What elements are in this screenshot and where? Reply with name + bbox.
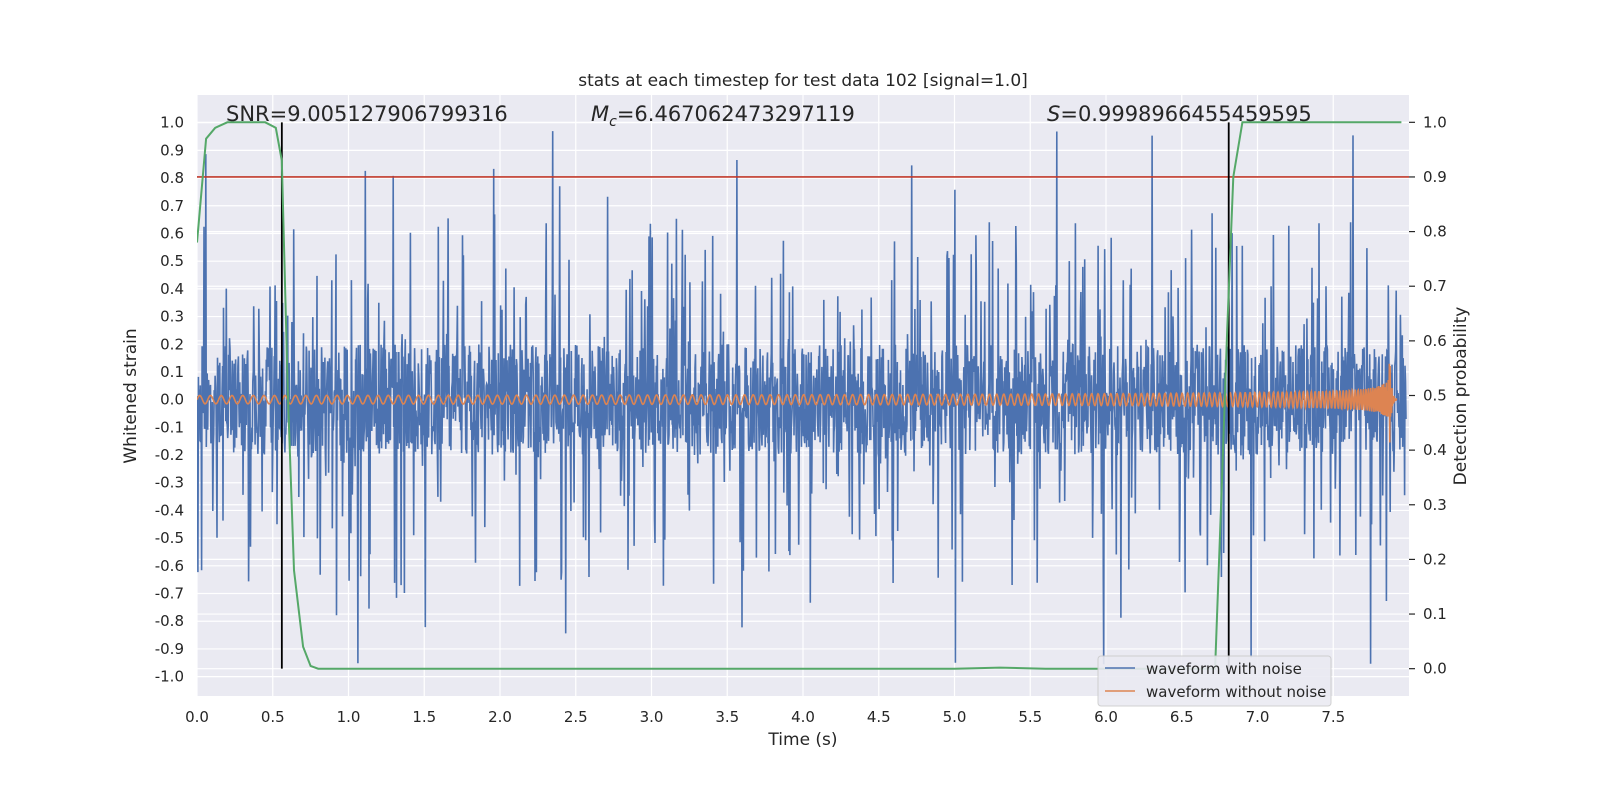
y2-tick-label: 0.8 — [1423, 223, 1447, 241]
x-tick-label: 1.0 — [337, 708, 361, 726]
legend-box — [1097, 655, 1332, 707]
x-tick-label: 2.0 — [488, 708, 512, 726]
x-tick-label: 2.5 — [564, 708, 588, 726]
mc-value: =6.467062473297119 — [617, 102, 855, 126]
x-axis-label: Time (s) — [767, 730, 837, 750]
y-tick-label: 0.0 — [160, 391, 184, 409]
x-tick-label: 7.5 — [1321, 708, 1345, 726]
y-tick-label: -0.3 — [155, 474, 184, 492]
x-tick-label: 4.5 — [867, 708, 891, 726]
chirp-series — [197, 363, 1398, 443]
x-axis-ticks: 0.0 0.5 1.0 1.5 2.0 2.5 3.0 3.5 4.0 4.5 5.0 5.5 6.0 6… — [185, 708, 1345, 726]
y-tick-label: -0.2 — [155, 446, 184, 464]
y-tick-label: -0.8 — [155, 612, 184, 630]
x-tick-label: 4.0 — [791, 708, 815, 726]
probability-series — [197, 121, 1402, 670]
y2-tick-label: 0.3 — [1423, 496, 1447, 514]
x-tick-label: 5.0 — [943, 708, 967, 726]
snr-annotation: SNR=9.005127906799316 — [226, 102, 508, 126]
noise-waveform-line — [197, 131, 1407, 665]
x-tick-label: 3.0 — [640, 708, 664, 726]
x-tick-label: 6.0 — [1094, 708, 1118, 726]
y-tick-label: -0.4 — [155, 501, 184, 519]
y2-tick-label: 0.4 — [1423, 441, 1447, 459]
y2-tick-label: 0.7 — [1423, 277, 1447, 295]
legend-label-noise: waveform with noise — [1146, 660, 1302, 678]
y-tick-label: 0.4 — [160, 280, 184, 298]
y-tick-label: -0.7 — [155, 585, 184, 603]
y-tick-label: -0.9 — [155, 640, 184, 658]
y2-tick-label: 0.5 — [1423, 387, 1447, 405]
y2-axis-label: Detection probability — [1451, 307, 1471, 486]
y-tick-label: 0.9 — [160, 141, 184, 159]
mc-annotation: Mc=6.467062473297119 — [591, 102, 855, 130]
y2-tick-label: 0.0 — [1423, 660, 1447, 678]
detection-vlines — [280, 122, 1230, 669]
x-tick-label: 0.5 — [261, 708, 285, 726]
y2-tick-label: 0.9 — [1423, 168, 1447, 186]
y2-tick-label: 0.1 — [1423, 605, 1447, 623]
x-tick-label: 3.5 — [715, 708, 739, 726]
x-tick-label: 0.0 — [185, 708, 209, 726]
y-tick-label: 0.1 — [160, 363, 184, 381]
x-tick-label: 1.5 — [412, 708, 436, 726]
s-symbol: S — [1047, 102, 1060, 126]
mc-subscript: c — [609, 114, 617, 130]
y-tick-label: -1.0 — [155, 668, 184, 686]
y-tick-label: 1.0 — [160, 114, 184, 132]
mc-symbol: M — [591, 102, 609, 126]
y-tick-label: -0.6 — [155, 557, 184, 575]
x-tick-label: 7.0 — [1246, 708, 1270, 726]
legend: waveform with noise waveform without noi… — [1097, 655, 1332, 707]
legend-label-clean: waveform without noise — [1146, 683, 1326, 701]
noise-series — [197, 131, 1407, 665]
y-tick-label: -0.5 — [155, 529, 184, 547]
y-axis-ticks: 1.0 0.9 0.8 0.7 0.6 0.5 0.4 0.3 0.2 0.1 0.0 -0.1 -0.… — [155, 114, 184, 686]
s-annotation: S=0.9998966455459595 — [1047, 102, 1312, 126]
y2-tick-label: 1.0 — [1423, 113, 1447, 131]
y-tick-label: 0.7 — [160, 197, 184, 215]
y-tick-label: 0.3 — [160, 308, 184, 326]
y2-tick-label: 0.6 — [1423, 332, 1447, 350]
x-tick-label: 5.5 — [1018, 708, 1042, 726]
y2-tick-label: 0.2 — [1423, 550, 1447, 568]
x-tick-label: 6.5 — [1170, 708, 1194, 726]
y-tick-label: -0.1 — [155, 418, 184, 436]
s-value: =0.9998966455459595 — [1060, 102, 1311, 126]
y-tick-label: 0.8 — [160, 169, 184, 187]
y-axis-label: Whitened strain — [121, 328, 141, 463]
probability-line — [197, 121, 1402, 670]
chart-title: stats at each timestep for test data 102… — [578, 71, 1028, 91]
y2-axis-ticks: 1.0 0.9 0.8 0.7 0.6 0.5 0.4 0.3 0.2 0.1 0.0 — [1409, 113, 1447, 678]
clean-waveform-line — [197, 363, 1398, 443]
y-tick-label: 0.5 — [160, 252, 184, 270]
y-tick-label: 0.6 — [160, 224, 184, 242]
y-tick-label: 0.2 — [160, 335, 184, 353]
